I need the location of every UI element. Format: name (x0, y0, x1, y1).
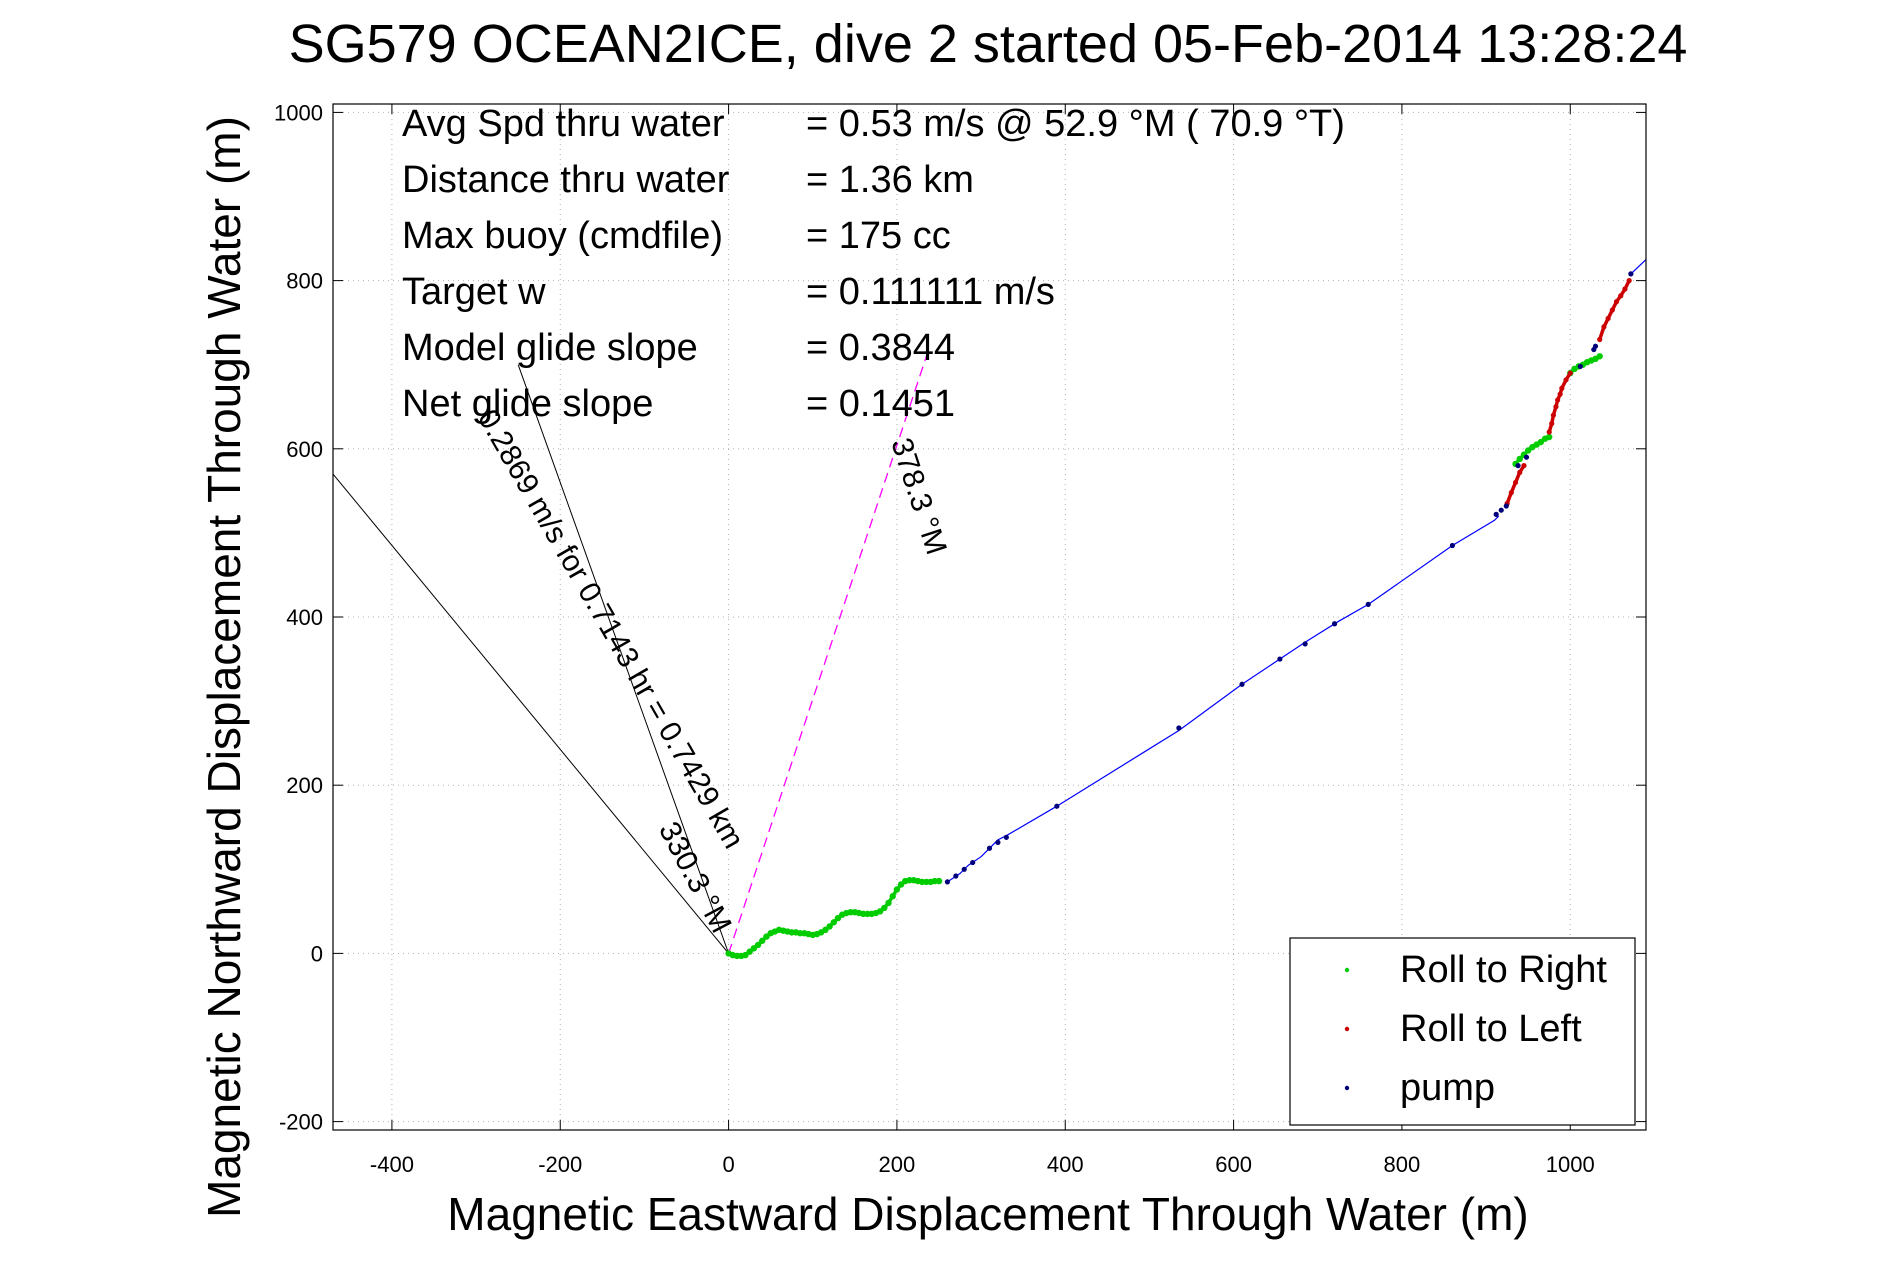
track-line-end (1630, 259, 1647, 275)
y-tick-label: 800 (286, 269, 323, 294)
data-point (986, 845, 993, 851)
data-point (1577, 363, 1583, 369)
data-point (1628, 271, 1634, 277)
data-point (1365, 601, 1371, 607)
chart-title: SG579 OCEAN2ICE, dive 2 started 05-Feb-2… (289, 14, 1688, 74)
series-segment (1509, 480, 1518, 495)
data-point (1449, 542, 1456, 549)
series-segment (1543, 435, 1551, 441)
data-point (1302, 641, 1308, 647)
legend-label: pump (1400, 1067, 1495, 1109)
stat-value: = 0.111111 m/s (806, 271, 1055, 313)
x-tick-label: -400 (370, 1152, 414, 1177)
data-point (970, 859, 976, 866)
y-axis-label: Magnetic Northward Displacement Through … (198, 116, 250, 1218)
x-tick-label: 800 (1384, 1152, 1421, 1177)
x-tick-label: 1000 (1546, 1152, 1595, 1177)
series-pump (944, 271, 1634, 885)
legend-marker (1344, 1085, 1350, 1091)
series-segment (1593, 354, 1602, 361)
stat-value: = 0.3844 (806, 327, 955, 369)
stat-label: Net glide slope (402, 383, 653, 425)
series-segment (1564, 371, 1572, 382)
stat-value: = 175 cc (806, 215, 951, 257)
data-point (1515, 463, 1521, 469)
y-tick-label: 200 (286, 773, 323, 798)
stat-value: = 0.53 m/s @ 52.9 °M ( 70.9 °T) (806, 103, 1345, 145)
heading-dashed-line (727, 356, 927, 954)
x-tick-label: 400 (1047, 1152, 1084, 1177)
series-segment (1623, 278, 1631, 291)
stat-label: Avg Spd thru water (402, 103, 725, 145)
legend: Roll to Right Roll to Left pump (1289, 937, 1636, 1126)
series-segment (1505, 490, 1514, 506)
series-segment (1518, 463, 1526, 475)
stat-label: Max buoy (cmdfile) (402, 215, 723, 257)
data-point (953, 873, 959, 879)
legend-marker (1344, 1026, 1350, 1032)
x-axis-label: Magnetic Eastward Displacement Through W… (447, 1188, 1528, 1240)
stat-value: = 1.36 km (806, 159, 974, 201)
data-point (1503, 503, 1509, 509)
data-point (1277, 656, 1283, 662)
current-vector-line (517, 364, 730, 954)
y-tick-label: 0 (311, 941, 323, 966)
legend-label: Roll to Left (1400, 1008, 1582, 1050)
data-point (961, 866, 967, 872)
data-point (1592, 343, 1599, 349)
current-vector-line (332, 473, 729, 954)
data-point (1498, 507, 1504, 513)
x-tick-label: 0 (722, 1152, 734, 1177)
legend-label: Roll to Right (1400, 949, 1607, 991)
data-point (1003, 834, 1009, 840)
axis-ticks: -400 -200 0 200 400 600 800 1000 -200 0 200 400 600 8… (274, 100, 1646, 1177)
y-tick-label: 1000 (274, 100, 323, 125)
data-point (1523, 454, 1530, 460)
x-tick-label: 600 (1215, 1152, 1252, 1177)
stat-label: Model glide slope (402, 327, 698, 369)
data-point (944, 879, 951, 885)
stat-value: = 0.1451 (806, 383, 955, 425)
data-marks (332, 259, 1647, 960)
legend-marker (1344, 967, 1350, 973)
axes-border (332, 103, 1647, 1131)
stat-label: Target w (402, 271, 546, 313)
dive-stats-block: Avg Spd thru water = 0.53 m/s @ 52.9 °M (… (402, 103, 1345, 425)
data-point (1493, 511, 1499, 517)
data-point (1239, 681, 1245, 687)
series-roll-to-left (1504, 278, 1632, 507)
data-point (1331, 621, 1338, 627)
y-tick-label: 400 (286, 605, 323, 630)
data-point (1054, 803, 1060, 809)
data-point (995, 839, 1001, 845)
x-tick-label: 200 (879, 1152, 916, 1177)
series-segment (1597, 325, 1606, 342)
series-segment (1513, 470, 1522, 485)
data-point (1176, 725, 1182, 731)
y-tick-label: 600 (286, 437, 323, 462)
stat-label: Distance thru water (402, 159, 730, 201)
x-tick-label: -200 (538, 1152, 582, 1177)
y-tick-label: -200 (279, 1110, 323, 1135)
